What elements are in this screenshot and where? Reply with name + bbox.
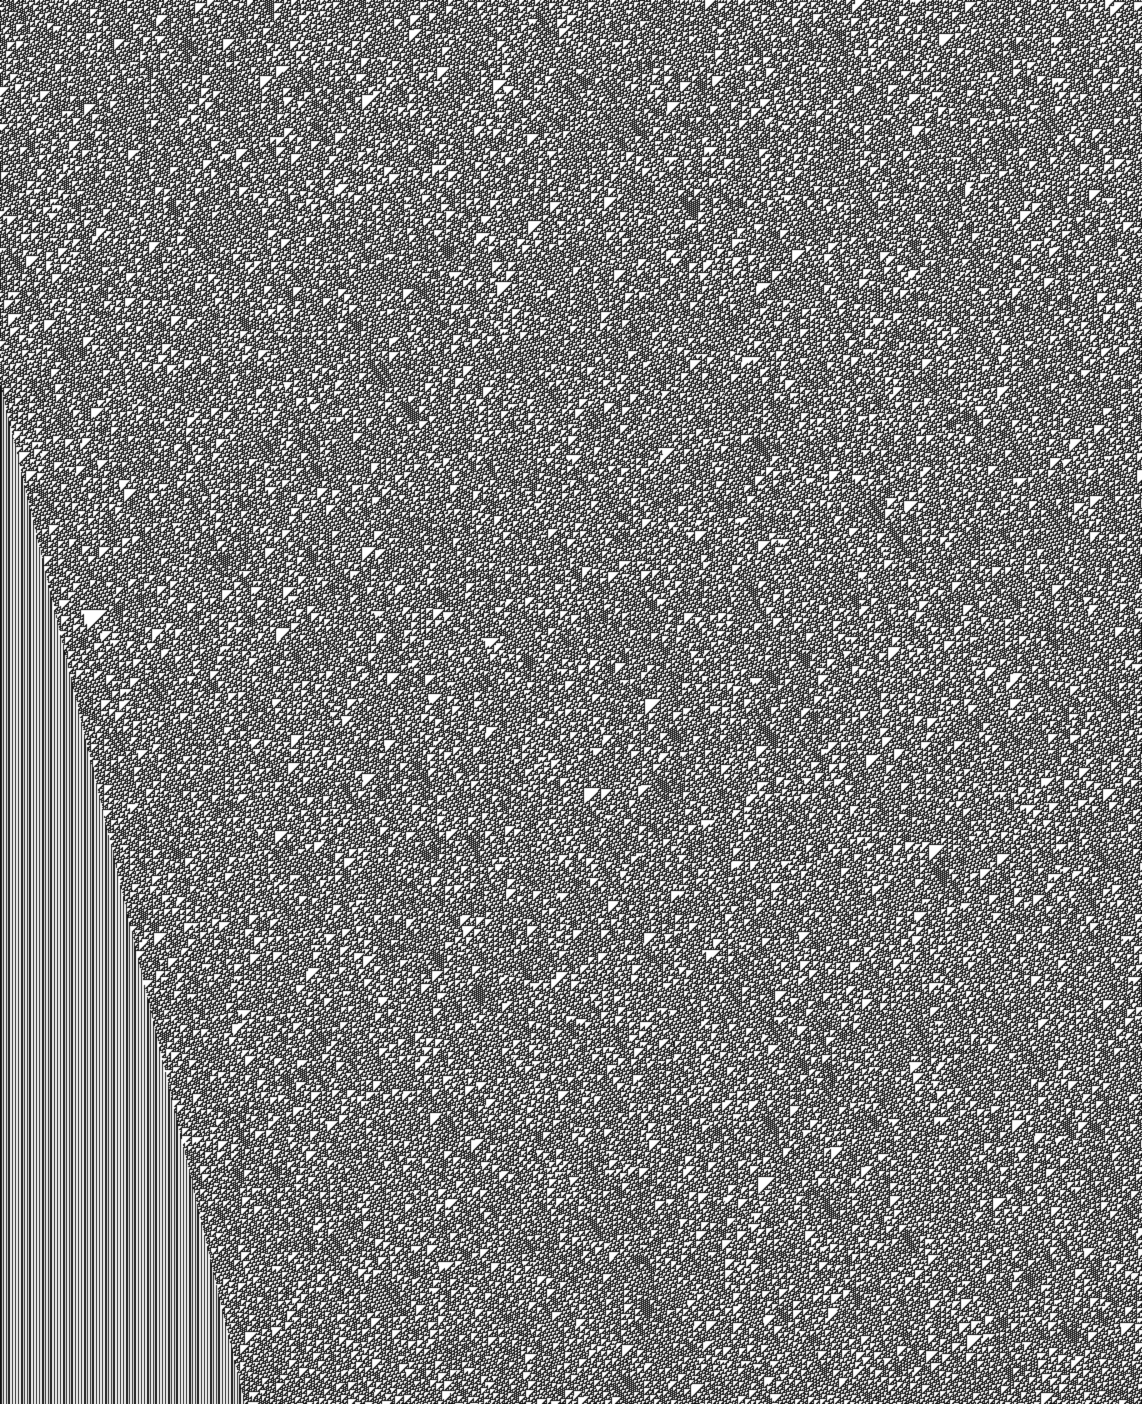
- cellular-automaton-texture: [0, 0, 1142, 1404]
- noise-pattern-image: [0, 0, 1142, 1404]
